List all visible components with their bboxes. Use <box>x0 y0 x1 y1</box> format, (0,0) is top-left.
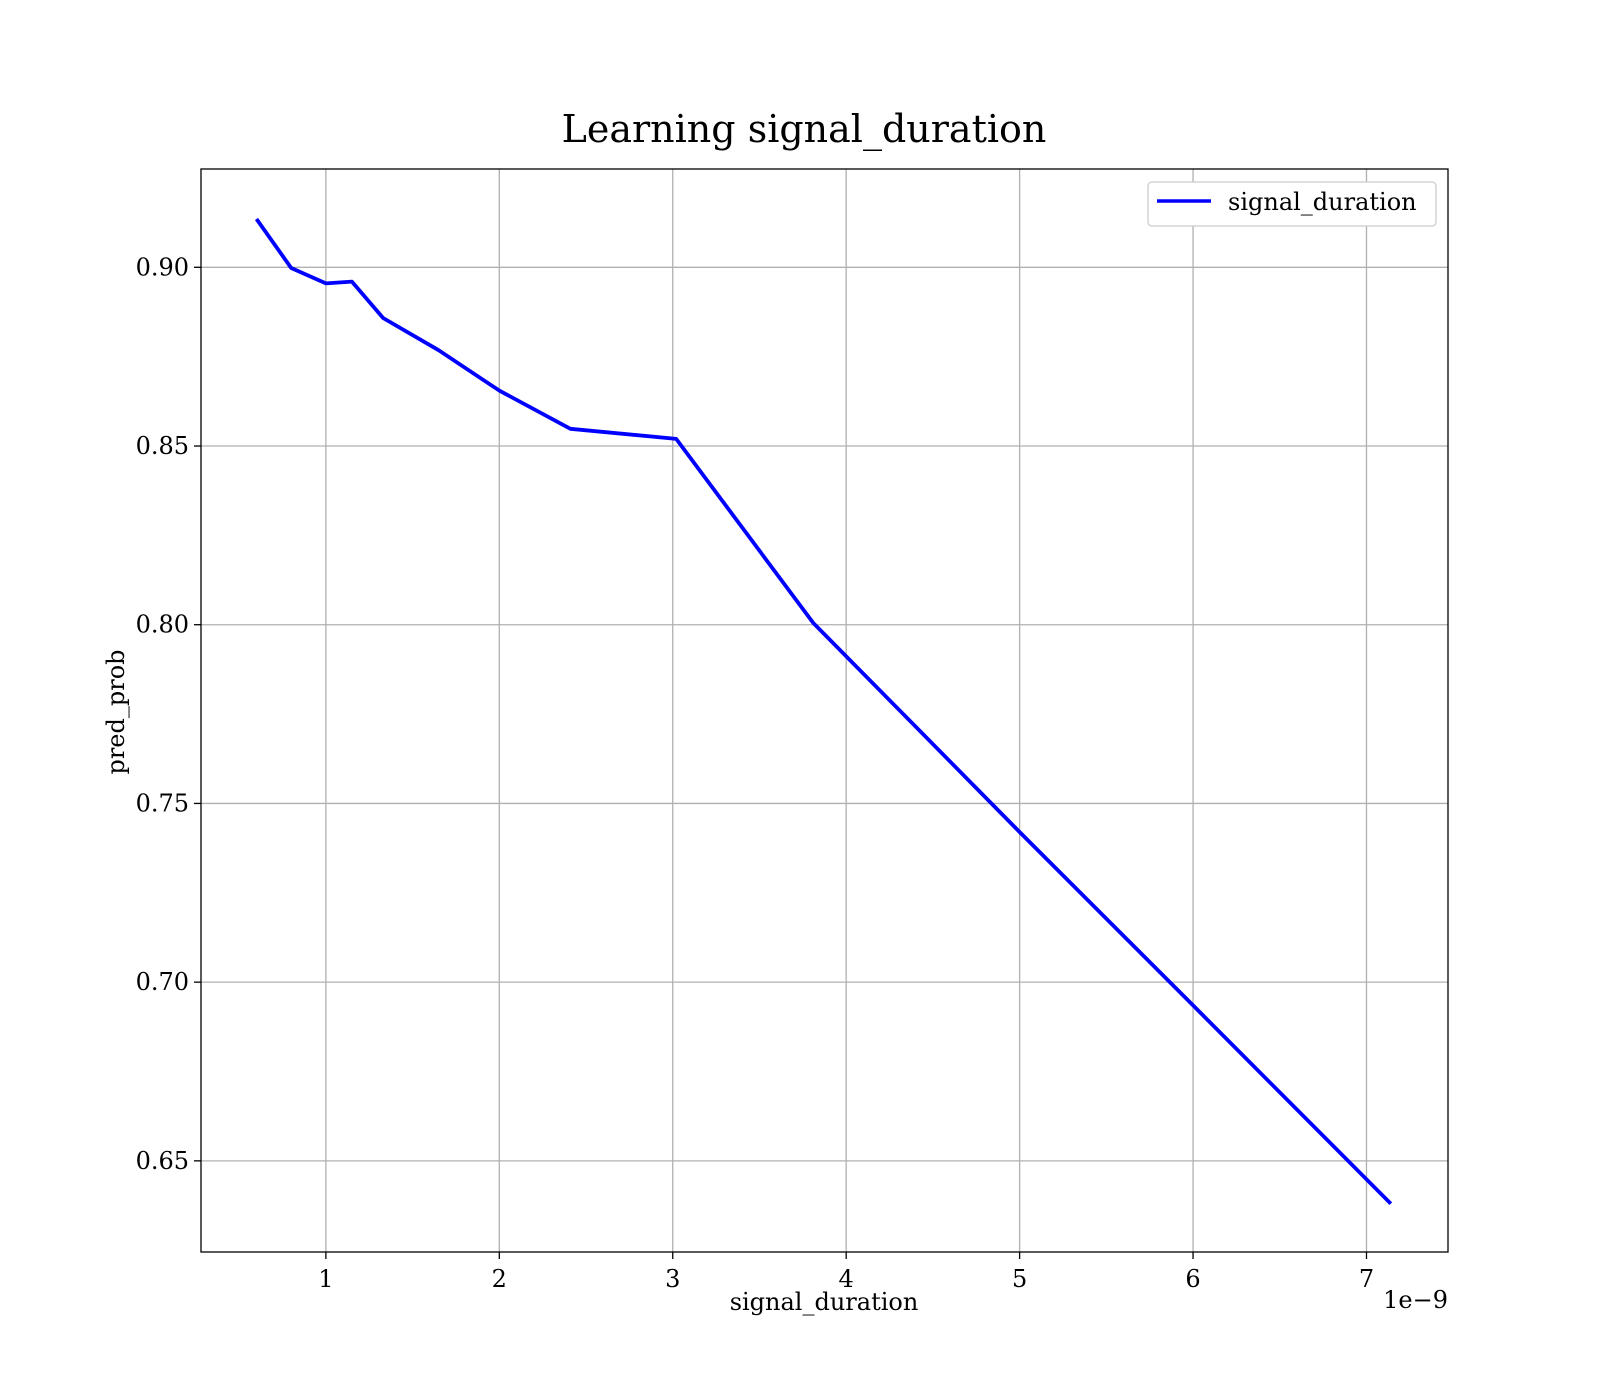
x-tick-label: 1 <box>318 1265 333 1293</box>
chart-title: Learning signal_duration <box>562 107 1047 152</box>
x-axis-offset-label: 1e−9 <box>1383 1286 1448 1314</box>
ticks: 1 2 3 4 5 6 7 0.65 0.70 0.75 0.80 0.85 0.90 <box>136 253 1375 1293</box>
y-tick-label: 0.85 <box>136 432 189 460</box>
x-tick-label: 4 <box>839 1265 854 1293</box>
legend-label: signal_duration <box>1228 188 1417 216</box>
x-tick-label: 6 <box>1185 1265 1200 1293</box>
y-axis-label: pred_prob <box>102 649 130 774</box>
plot-frame <box>200 168 1449 1253</box>
x-axis-label: signal_duration <box>730 1288 919 1316</box>
x-tick-label: 2 <box>492 1265 507 1293</box>
x-tick-label: 7 <box>1359 1265 1374 1293</box>
grid <box>201 169 1448 1252</box>
y-tick-label: 0.65 <box>136 1147 189 1175</box>
series-line-signal-duration <box>254 217 1393 1206</box>
y-tick-label: 0.90 <box>136 253 189 281</box>
legend-box <box>1147 181 1437 227</box>
x-tick-label: 5 <box>1012 1265 1027 1293</box>
plot-area: 1 2 3 4 5 6 7 0.65 0.70 0.75 0.80 0.85 0.90 <box>136 168 1449 1293</box>
y-tick-label: 0.80 <box>136 611 189 639</box>
legend: signal_duration <box>1147 181 1437 227</box>
y-tick-label: 0.75 <box>136 789 189 817</box>
y-tick-label: 0.70 <box>136 968 189 996</box>
plot-background <box>201 169 1448 1252</box>
series-layer <box>254 217 1393 1206</box>
x-tick-label: 3 <box>665 1265 680 1293</box>
